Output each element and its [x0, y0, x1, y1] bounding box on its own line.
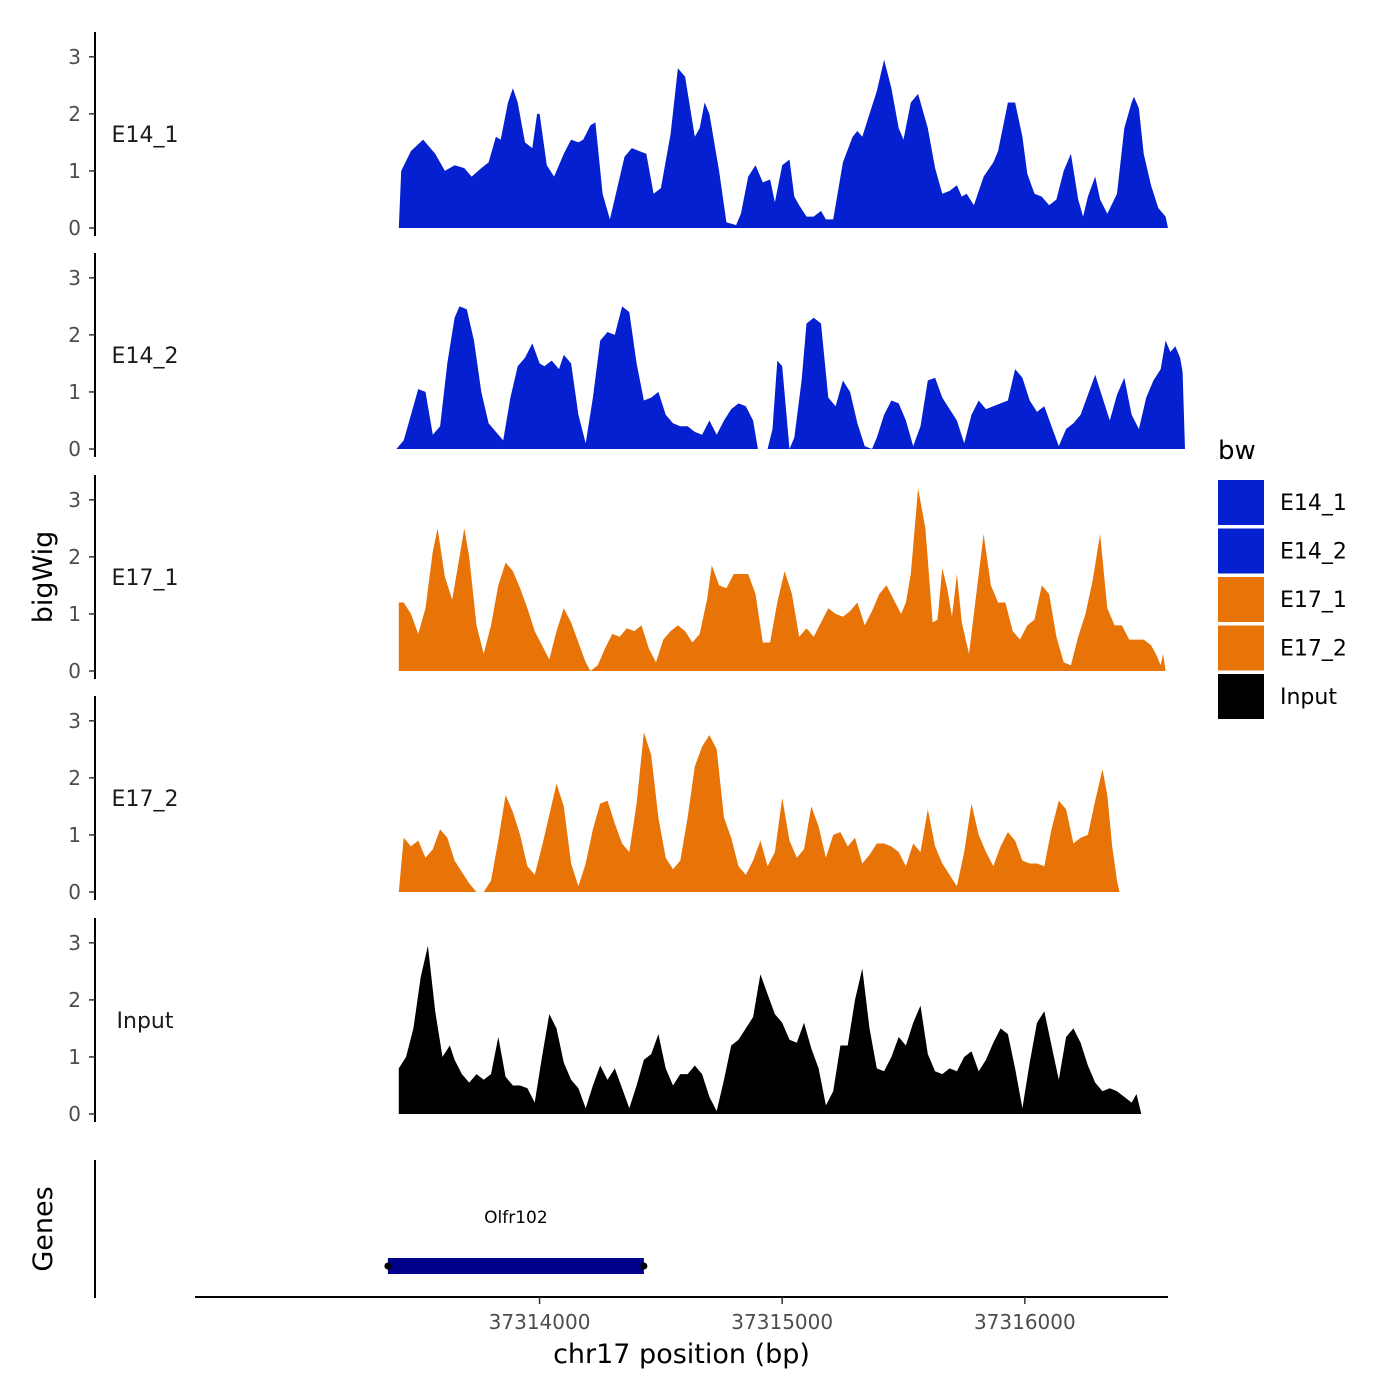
y-tick-label: 0: [68, 216, 81, 240]
y-tick-label: 2: [68, 323, 81, 347]
legend-key-e17-1: [1218, 577, 1264, 622]
y-tick-label: 2: [68, 102, 81, 126]
y-tick-label: 0: [68, 1102, 81, 1126]
y-tick-label: 0: [68, 880, 81, 904]
track-area-e14-2: [396, 306, 1185, 449]
y-tick-label: 1: [68, 1045, 81, 1069]
y-tick-label: 2: [68, 766, 81, 790]
y-tick-label: 0: [68, 437, 81, 461]
legend-label-e14-2: E14_2: [1280, 540, 1347, 565]
gene-start-marker: [384, 1262, 392, 1270]
track-label-e14-2: E14_2: [112, 344, 179, 369]
y-tick-label: 0: [68, 659, 81, 683]
legend-label-e14-1: E14_1: [1280, 491, 1347, 516]
track-label-input: Input: [117, 1009, 174, 1034]
legend-label-e17-1: E17_1: [1280, 588, 1347, 613]
y-axis-title: bigWig: [28, 531, 59, 624]
y-tick-label: 1: [68, 602, 81, 626]
x-tick-label: 37315000: [731, 1310, 833, 1334]
x-axis-title: chr17 position (bp): [553, 1339, 810, 1370]
y-tick-label: 1: [68, 823, 81, 847]
y-tick-label: 3: [68, 709, 81, 733]
legend-title: bw: [1218, 436, 1256, 466]
legend-key-e14-2: [1218, 528, 1264, 574]
gene-end-marker: [640, 1262, 648, 1270]
y-tick-label: 2: [68, 988, 81, 1012]
track-area-e14-1: [398, 59, 1168, 229]
genes-axis-title: Genes: [28, 1186, 59, 1271]
y-tick-label: 2: [68, 545, 81, 569]
track-area-input: [398, 945, 1142, 1114]
y-tick-label: 1: [68, 159, 81, 183]
track-label-e17-1: E17_1: [112, 566, 179, 591]
y-tick-label: 3: [68, 45, 81, 69]
x-tick-label: 37316000: [974, 1310, 1076, 1334]
x-tick-label: 37314000: [489, 1310, 591, 1334]
track-label-e17-2: E17_2: [112, 787, 179, 812]
track-label-e14-1: E14_1: [112, 123, 179, 148]
track-area-e17-1: [398, 488, 1166, 671]
legend-key-e14-1: [1218, 480, 1264, 525]
track-area-e17-2: [398, 732, 1120, 892]
y-tick-label: 1: [68, 380, 81, 404]
y-tick-label: 3: [68, 488, 81, 512]
legend-key-input: [1218, 674, 1264, 719]
gene-bar-olfr102: [387, 1258, 644, 1274]
y-tick-label: 3: [68, 931, 81, 955]
legend-key-e17-2: [1218, 625, 1264, 671]
y-tick-label: 3: [68, 266, 81, 290]
legend-label-input: Input: [1280, 685, 1337, 710]
legend-label-e17-2: E17_2: [1280, 637, 1347, 662]
gene-label-olfr102: Olfr102: [484, 1208, 548, 1228]
